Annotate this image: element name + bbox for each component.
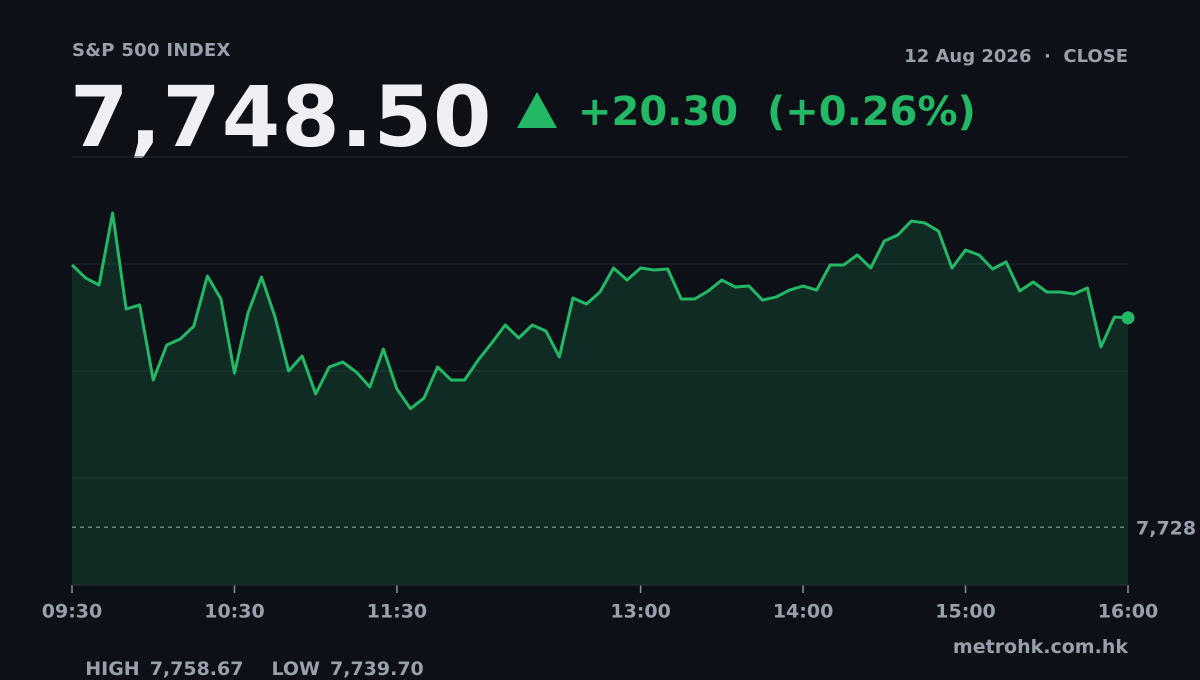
last-price: 7,748.50 xyxy=(70,68,493,166)
x-tick-label: 10:30 xyxy=(204,601,264,623)
chart-title: S&P 500 INDEX xyxy=(72,40,231,61)
date-status: 12 Aug 2026 · CLOSE xyxy=(904,46,1128,67)
price-change: +20.30 xyxy=(578,89,739,135)
last-point xyxy=(1121,311,1135,325)
day-stats: HIGH 7,758.67 LOW 7,739.70 xyxy=(72,636,434,680)
x-tick-label: 14:00 xyxy=(773,601,833,623)
percent-change: (+0.26%) xyxy=(767,89,976,135)
source: metrohk.com.hk xyxy=(952,636,1128,658)
high-label: HIGH xyxy=(85,658,140,680)
low-value: 7,739.70 xyxy=(330,658,424,680)
x-tick-label: 15:00 xyxy=(935,601,995,623)
low-label: LOW xyxy=(271,658,321,680)
x-tick-label: 13:00 xyxy=(610,601,670,623)
x-tick-label: 11:30 xyxy=(367,601,427,623)
x-tick-label: 09:30 xyxy=(42,601,102,623)
up-arrow-icon xyxy=(517,92,557,128)
high-value: 7,758.67 xyxy=(149,658,244,680)
reference-label: 7,728 xyxy=(1136,518,1196,540)
x-tick-label: 16:00 xyxy=(1098,601,1158,623)
area xyxy=(72,213,1128,585)
price-line xyxy=(70,211,1129,411)
